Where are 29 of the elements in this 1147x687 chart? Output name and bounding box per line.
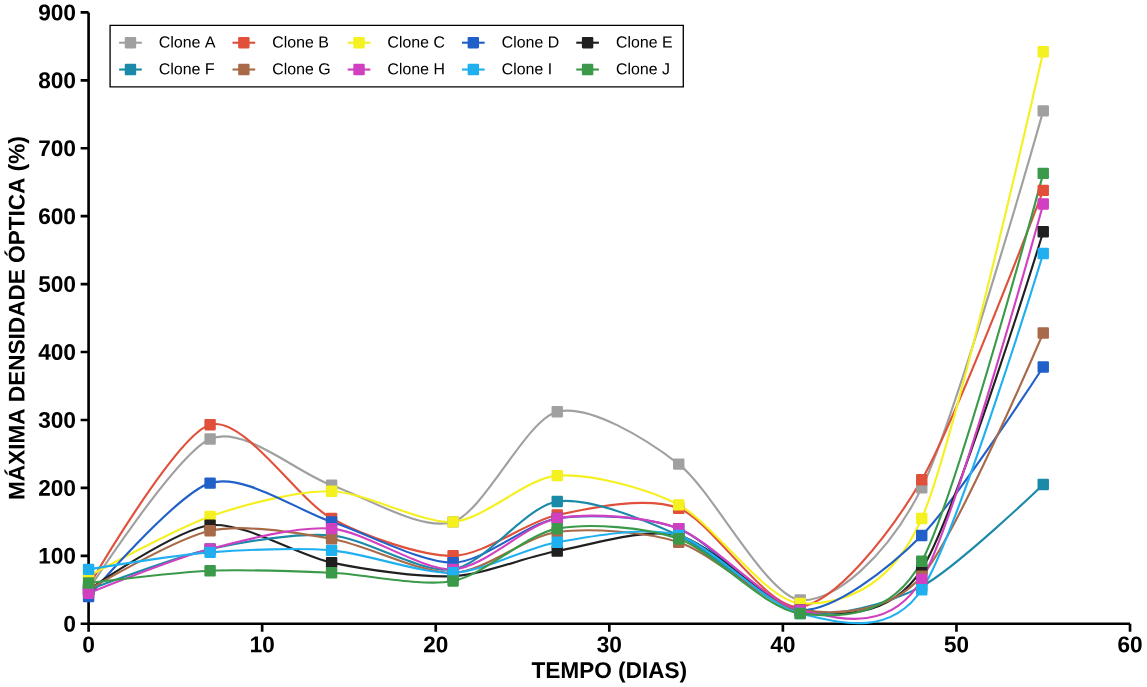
y-tick-label: 100 [39, 547, 75, 564]
legend-label: Clone B [273, 35, 329, 48]
legend-label: Clone G [273, 62, 330, 75]
y-tick-label: 200 [39, 479, 75, 496]
x-tick-label: 0 [83, 636, 94, 653]
x-tick-label: 10 [251, 636, 274, 653]
legend-label: Clone D [502, 35, 559, 48]
legend-label: Clone H [388, 62, 444, 75]
x-tick-label: 30 [597, 636, 621, 653]
x-tick-label: 20 [423, 636, 448, 653]
y-tick-label: 300 [38, 411, 75, 428]
legend-label: Clone I [502, 62, 551, 75]
y-tick-label: 800 [38, 72, 75, 89]
legend-label: Clone F [159, 62, 214, 75]
x-tick-label: 50 [944, 636, 969, 653]
y-tick-label: 700 [39, 140, 75, 157]
x-tick-label: 40 [770, 636, 795, 653]
x-tick-label: 60 [1118, 636, 1142, 653]
y-tick-label: 900 [39, 4, 75, 21]
y-tick-label: 500 [38, 276, 75, 293]
y-axis-title: MÁXIMA DENSIDADE ÓPTICA (%) [4, 137, 30, 499]
legend-label: Clone J [616, 62, 669, 75]
legend-label: Clone E [616, 35, 672, 48]
y-tick-label: 400 [38, 344, 75, 361]
x-axis-title: TEMPO (DIAS) [531, 661, 686, 683]
y-tick-label: 0 [64, 615, 75, 632]
y-tick-label: 600 [39, 208, 75, 225]
legend-label: Clone A [159, 35, 216, 48]
legend-label: Clone C [388, 35, 445, 48]
